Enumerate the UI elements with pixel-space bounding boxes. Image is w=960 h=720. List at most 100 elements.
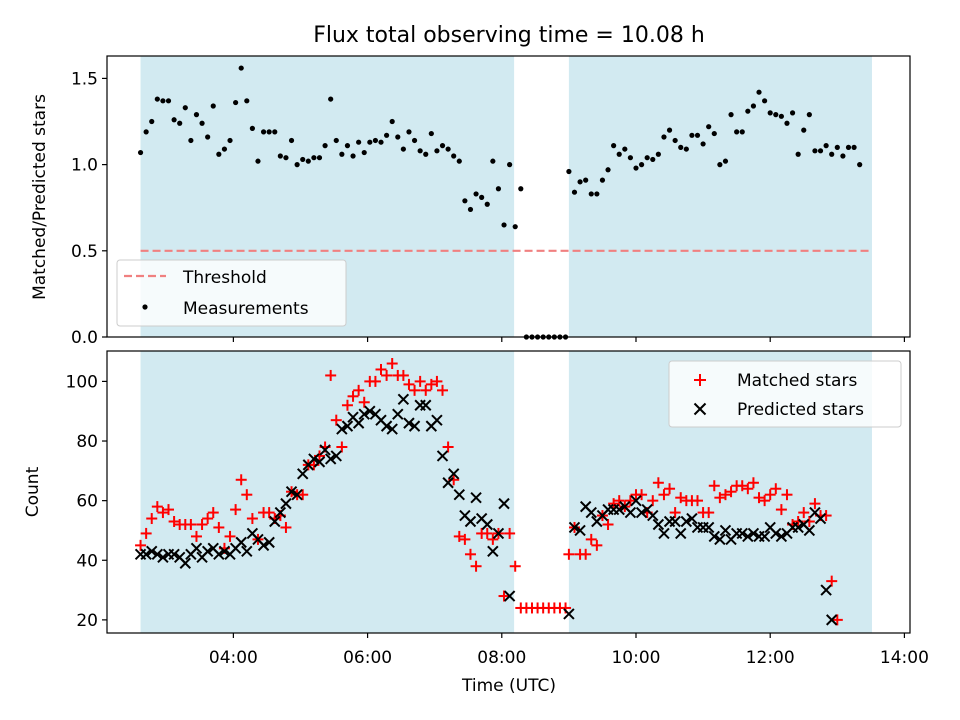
measurement-point — [711, 130, 717, 137]
matched-star-point — [708, 480, 720, 492]
predicted-star-point — [792, 521, 804, 534]
measurement-point — [272, 129, 278, 135]
predicted-star-point — [492, 527, 505, 540]
matched-star-point — [397, 369, 409, 381]
predicted-star-point — [652, 518, 665, 531]
predicted-star-point — [470, 491, 482, 504]
legend-predicted-swatch — [693, 402, 707, 416]
measurement-point — [389, 118, 395, 125]
measurement-point — [633, 165, 639, 171]
predicted-star-point — [647, 509, 659, 522]
predicted-star-point — [826, 614, 838, 626]
measurement-point — [756, 89, 762, 95]
matched-star-point — [375, 363, 387, 375]
measurement-point — [143, 129, 149, 135]
predicted-star-point — [213, 548, 225, 561]
matched-star-point — [442, 441, 454, 453]
predicted-star-point — [574, 524, 586, 537]
chart-title: Flux total observing time = 10.08 h — [313, 23, 705, 48]
measurement-point — [255, 158, 261, 164]
measurement-point — [300, 156, 306, 163]
measurement-point — [171, 117, 177, 123]
predicted-star-point — [719, 524, 732, 537]
matched-star-point — [420, 384, 432, 396]
top-x-ticks — [232, 337, 906, 342]
predicted-star-point — [680, 515, 693, 528]
measurement-point — [706, 124, 712, 130]
matched-star-point — [369, 375, 381, 387]
measurement-point — [795, 151, 801, 157]
measurement-point — [411, 137, 418, 144]
predicted-star-point — [364, 405, 376, 417]
predicted-star-point — [568, 521, 581, 534]
measurement-point — [611, 143, 617, 149]
matched-star-point — [580, 548, 592, 560]
predicted-star-point — [380, 420, 393, 432]
matched-star-point — [770, 483, 782, 495]
predicted-star-point — [269, 515, 281, 528]
matched-star-point — [325, 369, 337, 381]
measurement-point — [372, 137, 379, 144]
predicted-star-point — [241, 545, 253, 558]
matched-star-point — [151, 501, 163, 513]
measurement-point — [260, 129, 267, 135]
matched-star-point — [213, 521, 225, 533]
measurement-point — [812, 148, 818, 154]
predicted-star-point — [291, 488, 303, 501]
matched-star-point — [764, 489, 776, 501]
matched-star-point — [336, 441, 348, 453]
matched-star-point — [509, 560, 521, 572]
predicted-star-point — [736, 527, 748, 540]
measurement-point — [221, 146, 228, 152]
predicted-star-point — [742, 530, 754, 543]
matched-star-point — [669, 507, 681, 519]
measurement-point — [305, 158, 311, 164]
measurement-point — [378, 139, 384, 145]
measurement-point — [577, 179, 583, 185]
measurement-point — [689, 132, 695, 138]
measurement-point — [445, 146, 451, 152]
measurement-point — [739, 129, 745, 135]
matched-star-point — [168, 516, 180, 528]
predicted-star-point — [257, 539, 270, 552]
matched-star-point — [742, 483, 754, 495]
matched-star-point — [202, 513, 214, 525]
measurement-point — [650, 156, 656, 163]
matched-star-point — [664, 483, 676, 495]
predicted-star-point — [285, 485, 298, 498]
measurement-point — [851, 144, 857, 150]
matched-star-point — [636, 489, 648, 501]
matched-star-point — [409, 384, 421, 396]
measurement-point — [762, 98, 768, 104]
observing-window-2 — [568, 56, 872, 337]
predicted-star-point — [336, 423, 348, 435]
predicted-star-point — [280, 497, 292, 510]
matched-star-point — [347, 390, 359, 402]
measurement-point — [566, 168, 572, 175]
measurement-point — [599, 177, 606, 183]
measurement-point — [627, 155, 634, 161]
y-tick-label: 20 — [76, 611, 98, 631]
measurement-point — [367, 139, 373, 145]
matched-star-point — [157, 507, 169, 519]
predicted-star-point — [702, 521, 715, 534]
matched-star-point — [425, 378, 437, 390]
matched-star-point — [831, 614, 843, 626]
measurement-point — [507, 162, 513, 168]
matched-star-point — [470, 560, 482, 572]
predicted-star-point — [408, 420, 421, 432]
measurement-point — [666, 127, 673, 133]
matched-star-point — [624, 495, 636, 507]
matched-star-point — [459, 533, 471, 545]
bottom-legend-box — [668, 360, 902, 428]
matched-star-point — [224, 530, 236, 542]
measurement-point — [311, 155, 317, 161]
bottom-panel: 04:00 06:00 08:00 10:00 12:00 14:00 20 40 60 80 1… — [23, 350, 929, 696]
matched-star-point — [658, 489, 670, 501]
measurement-point — [817, 148, 824, 154]
measurement-point — [518, 186, 524, 192]
measurement-point — [316, 155, 323, 161]
measurement-point — [750, 103, 757, 109]
measurement-point — [283, 155, 289, 161]
matched-star-point — [504, 527, 516, 539]
